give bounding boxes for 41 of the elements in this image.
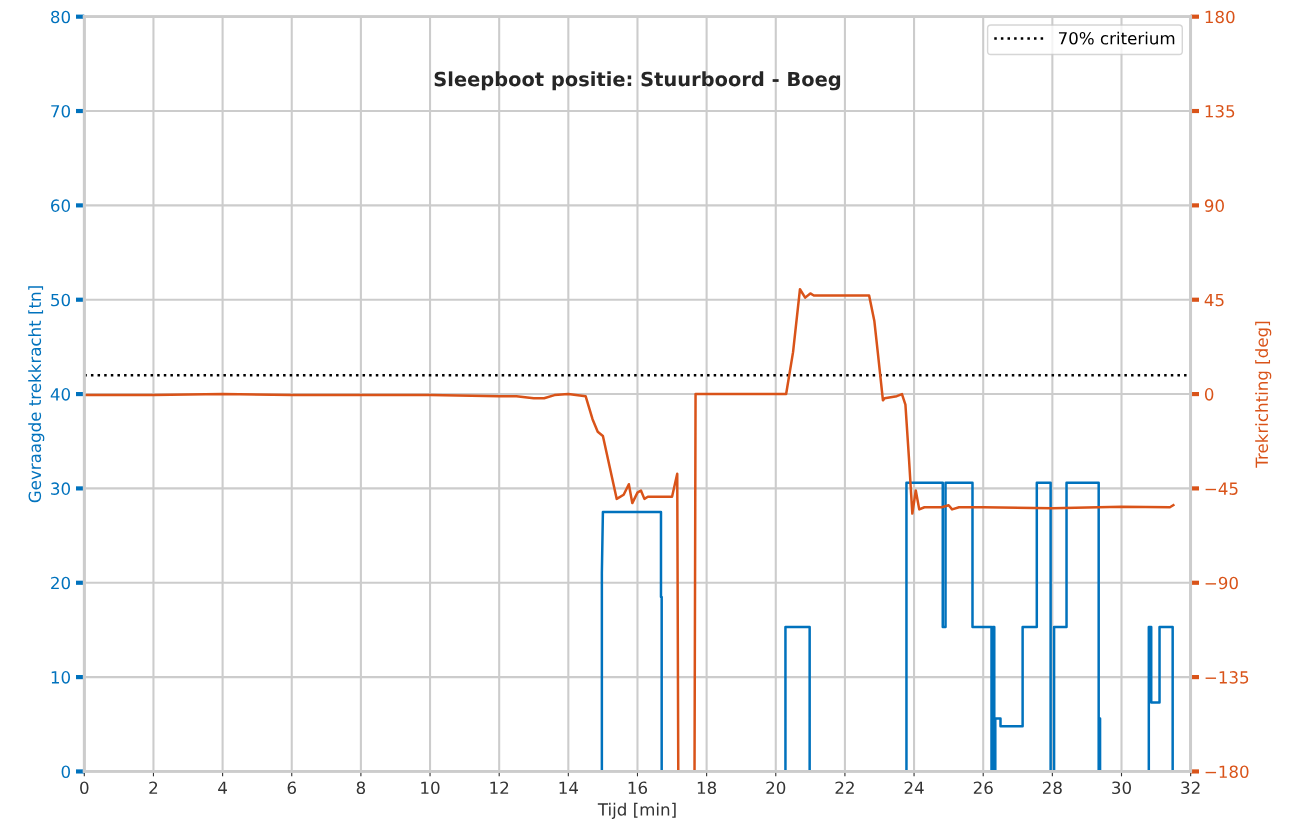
y2-tick-label: 90 bbox=[1204, 199, 1224, 212]
x-tick-label: 26 bbox=[973, 781, 993, 795]
y-tick-label: 60 bbox=[51, 199, 70, 212]
y-tick-label: 70 bbox=[51, 104, 70, 118]
x-tick-label: 28 bbox=[1042, 781, 1062, 795]
y-tick-label: 50 bbox=[51, 293, 70, 307]
x-tick-label: 18 bbox=[697, 781, 717, 795]
x-tick-label: 4 bbox=[218, 781, 227, 794]
x-tick-label: 0 bbox=[80, 781, 89, 795]
y2-tick-label: 45 bbox=[1204, 293, 1224, 307]
x-tick-label: 6 bbox=[287, 781, 296, 795]
x-tick-label: 10 bbox=[421, 781, 440, 795]
y2-tick-label: −90 bbox=[1205, 576, 1238, 590]
x-axis-title: Tijd [min] bbox=[597, 802, 676, 819]
y2-tick-label: 180 bbox=[1205, 10, 1235, 24]
y-tick-label: 20 bbox=[51, 576, 70, 590]
y-tick-label: 10 bbox=[51, 671, 70, 684]
x-tick-label: 8 bbox=[356, 781, 366, 795]
x-tick-label: 12 bbox=[490, 781, 509, 794]
y-axis-title: Gevraagde trekkracht [tn] bbox=[28, 286, 45, 503]
text: Sleepboot positie: Stuurboord - Boeg bbox=[434, 71, 841, 91]
legend-label: 70% criterium bbox=[1058, 31, 1175, 45]
y-tick-label: 40 bbox=[50, 388, 70, 401]
x-tick-label: 22 bbox=[835, 781, 854, 794]
x-tick-label: 30 bbox=[1112, 781, 1131, 795]
y-tick-label: 80 bbox=[51, 10, 70, 24]
x-tick-label: 32 bbox=[1181, 781, 1200, 795]
y2-tick-label: 135 bbox=[1205, 104, 1235, 118]
y2-tick-label: −180 bbox=[1205, 765, 1249, 779]
y2-tick-label: 0 bbox=[1204, 388, 1214, 401]
y-tick-label: 30 bbox=[51, 482, 70, 495]
x-tick-label: 14 bbox=[559, 781, 578, 794]
x-tick-label: 16 bbox=[628, 781, 648, 795]
x-tick-label: 2 bbox=[149, 781, 158, 794]
x-tick-label: 24 bbox=[904, 781, 924, 794]
line-series bbox=[84, 287, 1175, 772]
y2-tick-label: −45 bbox=[1205, 482, 1238, 495]
y-tick-label: 0 bbox=[61, 765, 70, 779]
x-tick-label: 20 bbox=[766, 781, 786, 795]
y2-axis-title: Trekrichting [deg] bbox=[1255, 321, 1272, 468]
y2-tick-label: −135 bbox=[1205, 671, 1249, 684]
